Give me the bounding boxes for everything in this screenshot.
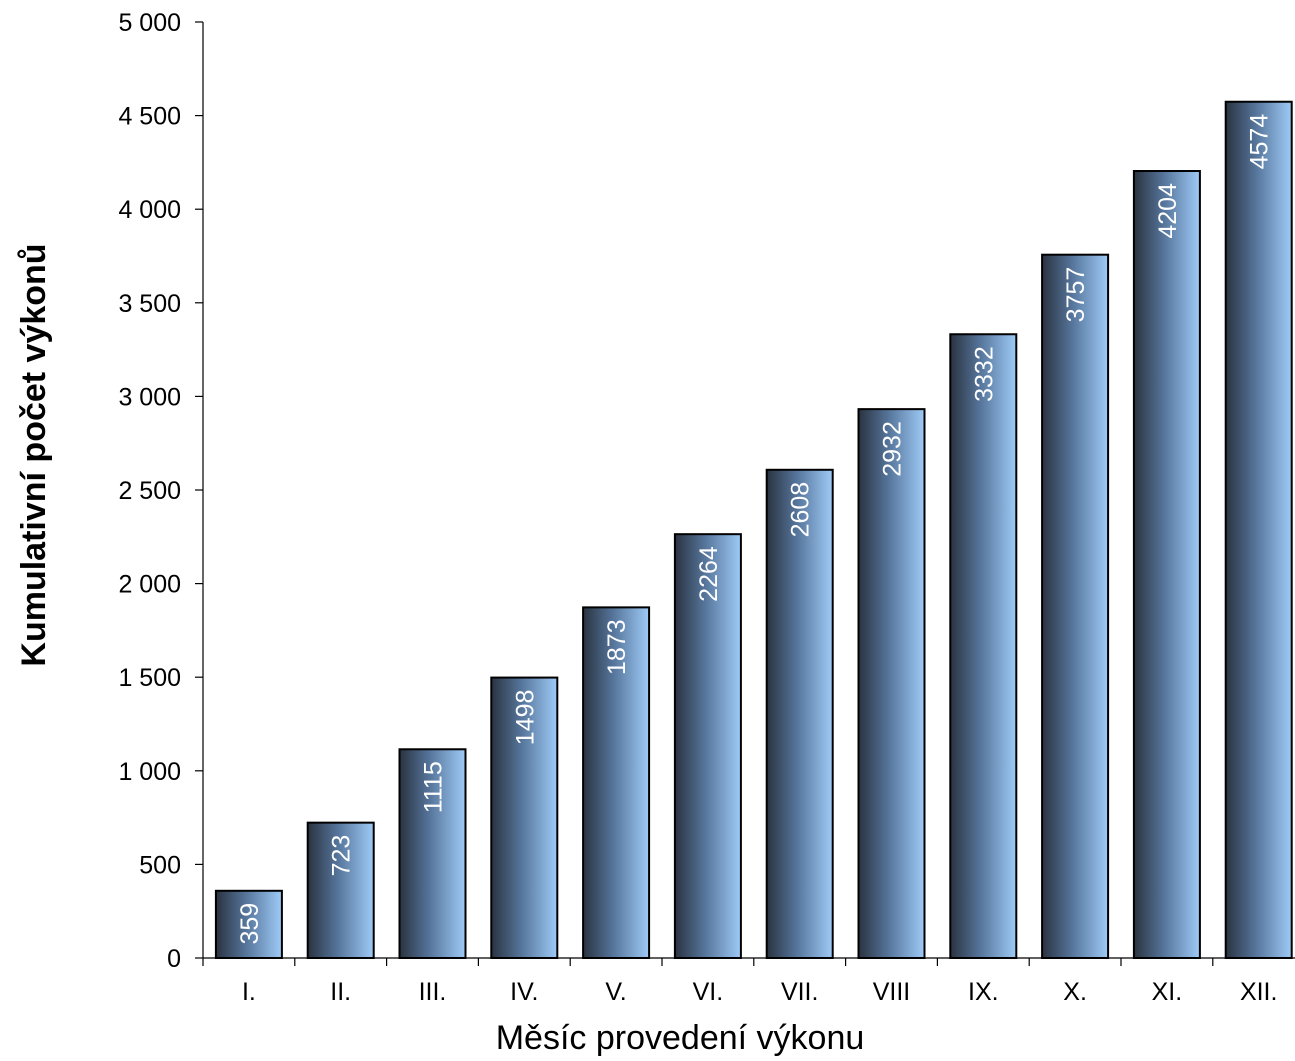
bar-value-label: 3757 [1062,267,1090,323]
y-axis: 0 500 1 000 1 500 2 000 2 500 3 000 3 500 4 000 4… [118,9,204,973]
y-tick-label: 0 [167,945,181,973]
x-tick-label: VIII [873,978,911,1006]
bar-vii [765,468,834,959]
y-tick-label: 3 500 [118,290,181,318]
bar-value-label: 3332 [970,346,998,402]
bar-ix [949,333,1018,960]
bar-iv [490,676,559,959]
x-tick-label: II. [330,978,351,1006]
bar-xi [1132,170,1201,959]
y-axis-title: Kumulativní počet výkonů [15,243,53,666]
bar-x [1041,253,1110,960]
y-tick-label: 500 [139,851,181,879]
bar-vi [673,533,742,959]
x-tick-label: VII. [781,978,819,1006]
y-tick-label: 1 500 [118,664,181,692]
bar-value-label: 2608 [787,482,815,538]
x-tick-label: XII. [1240,978,1278,1006]
bar-value-label: 4204 [1154,183,1182,239]
bar-iii [398,748,467,959]
x-tick-label: VI. [693,978,724,1006]
y-tick-label: 5 000 [118,9,181,37]
bar-value-label: 723 [328,835,356,877]
y-tick-label: 2 500 [118,477,181,505]
y-tick-label: 4 000 [118,196,181,224]
bars [214,100,1293,960]
bar-value-label: 1873 [603,619,631,675]
bar-value-label: 2264 [695,546,723,602]
bar-viii [857,408,926,960]
y-tick-label: 3 000 [118,383,181,411]
bar-value-label: 1115 [420,761,448,813]
x-tick-label: V. [605,978,626,1006]
x-tick-label: XI. [1152,978,1183,1006]
bar-ii [306,821,375,960]
x-axis: I. II. III. IV. V. VI. VII. VIII IX. X. XI. XII. [202,957,1295,1006]
x-tick-label: I. [242,978,256,1006]
bar-i [214,889,283,960]
bar-value-labels: 359 723 1115 1498 1873 2264 2608 2932 3332 3757 42… [236,114,1274,945]
bar-xii [1224,100,1293,960]
x-axis-title: Měsíc provedení výkonu [496,1019,865,1057]
bar-v [582,606,651,959]
y-tick-label: 2 000 [118,571,181,599]
bar-value-label: 359 [236,903,264,945]
bar-value-label: 2932 [879,421,907,477]
x-tick-label: IV. [510,978,538,1006]
y-tick-label: 1 000 [118,758,181,786]
x-tick-label: X. [1063,978,1087,1006]
bar-value-label: 1498 [511,690,539,746]
x-tick-label: IX. [968,978,999,1006]
y-tick-label: 4 500 [118,103,181,131]
x-tick-label: III. [419,978,447,1006]
bar-value-label: 4574 [1246,114,1274,170]
